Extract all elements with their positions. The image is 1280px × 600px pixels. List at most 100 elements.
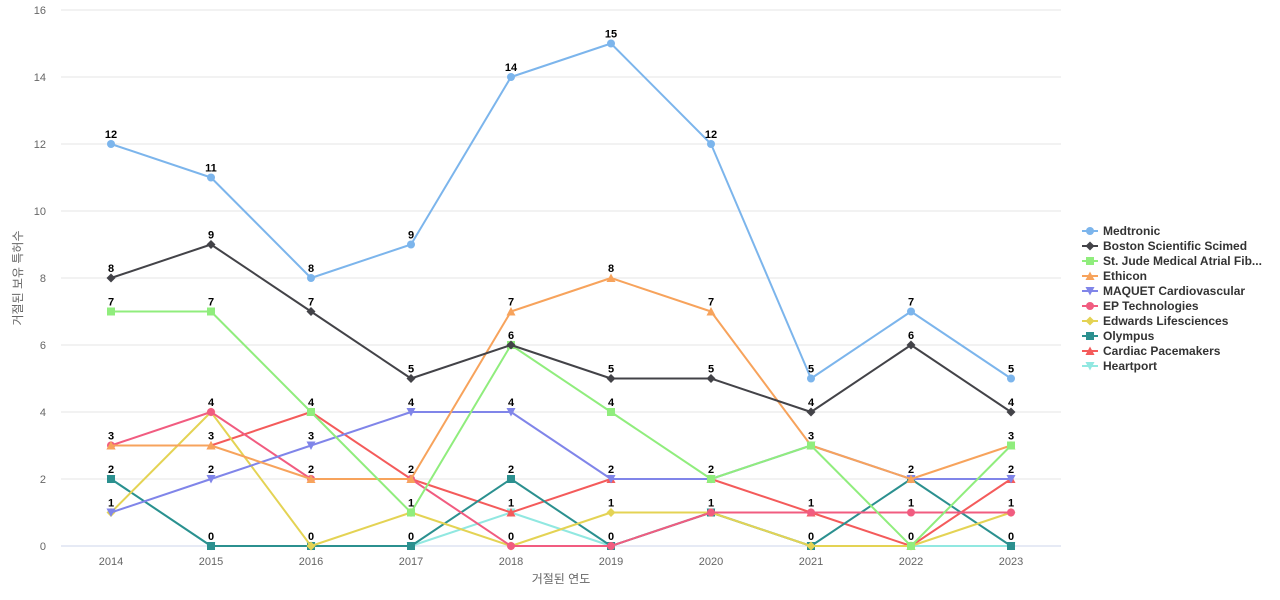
data-label: 5 <box>608 364 614 376</box>
data-point <box>306 474 316 483</box>
data-point <box>606 475 616 484</box>
legend-item[interactable]: Olympus <box>1082 329 1155 343</box>
data-label: 2 <box>708 464 714 476</box>
data-label: 7 <box>708 297 714 309</box>
data-label: 1 <box>108 498 114 510</box>
data-label: 12 <box>105 129 117 141</box>
legend-item[interactable]: Medtronic <box>1082 224 1161 238</box>
series-line <box>110 411 1012 514</box>
y-tick-label: 16 <box>34 5 46 17</box>
data-point <box>607 39 615 48</box>
legend-item[interactable]: Heartport <box>1082 359 1157 373</box>
data-label: 5 <box>808 364 814 376</box>
data-point <box>1007 374 1015 383</box>
data-point <box>207 307 215 316</box>
data-point <box>207 408 215 416</box>
data-label: 1 <box>708 498 714 510</box>
data-label: 7 <box>908 297 914 309</box>
legend-symbol <box>1085 362 1095 371</box>
legend-item[interactable]: EP Technologies <box>1082 299 1199 313</box>
data-label: 2 <box>1008 464 1014 476</box>
data-point <box>106 508 116 517</box>
legend-label: Edwards Lifesciences <box>1103 314 1229 328</box>
data-labels: 1287321119743208743209542101476421015854… <box>105 29 1015 544</box>
series-line <box>110 243 1012 413</box>
data-point <box>507 475 515 483</box>
legend-label: Heartport <box>1103 359 1157 373</box>
data-point <box>807 508 815 517</box>
legend-item[interactable]: Boston Scientific Scimed <box>1082 239 1247 253</box>
data-label: 1 <box>808 498 814 510</box>
legend-label: Medtronic <box>1103 224 1161 238</box>
data-label: 7 <box>108 297 114 309</box>
data-point <box>806 407 816 417</box>
data-label: 6 <box>508 330 514 342</box>
y-tick-label: 14 <box>34 72 46 84</box>
legend-item[interactable]: Cardiac Pacemakers <box>1082 344 1221 358</box>
data-point <box>907 508 915 517</box>
x-tick-label: 2023 <box>999 556 1023 568</box>
data-point <box>807 374 815 383</box>
x-tick-label: 2021 <box>799 556 823 568</box>
data-label: 4 <box>808 397 815 409</box>
axes: 거절된 연도 거절된 보유 특허수 <box>11 231 590 587</box>
x-tick-label: 2018 <box>499 556 523 568</box>
data-label: 0 <box>808 531 814 543</box>
data-point <box>707 508 715 517</box>
data-label: 2 <box>308 464 314 476</box>
data-label: 5 <box>1008 364 1014 376</box>
data-label: 2 <box>208 464 214 476</box>
legend-symbol <box>1086 257 1094 265</box>
data-label: 0 <box>508 531 514 543</box>
data-point <box>106 441 116 450</box>
data-label: 9 <box>208 230 214 242</box>
data-label: 4 <box>1008 397 1015 409</box>
data-point <box>406 474 416 483</box>
data-label: 0 <box>408 531 414 543</box>
data-label: 0 <box>308 531 314 543</box>
data-point <box>206 475 216 484</box>
y-tick-label: 4 <box>40 407 46 419</box>
data-point <box>306 441 316 450</box>
legend-item[interactable]: St. Jude Medical Atrial Fib... <box>1082 254 1262 268</box>
x-tick-label: 2014 <box>99 556 123 568</box>
data-label: 2 <box>108 464 114 476</box>
data-label: 0 <box>908 531 914 543</box>
data-label: 0 <box>608 531 614 543</box>
data-point <box>906 474 916 483</box>
data-point <box>507 73 515 81</box>
legend-label: St. Jude Medical Atrial Fib... <box>1103 254 1262 268</box>
legend-item[interactable]: Ethicon <box>1082 269 1147 283</box>
legend-symbol <box>1085 316 1095 326</box>
data-point <box>506 408 516 417</box>
data-point <box>407 240 415 249</box>
data-label: 4 <box>208 397 215 409</box>
data-label: 0 <box>1008 531 1014 543</box>
data-point <box>207 173 215 182</box>
y-tick-label: 12 <box>34 139 46 151</box>
legend-symbol <box>1085 346 1095 355</box>
series-group <box>106 39 1016 551</box>
data-point <box>706 307 716 316</box>
data-label: 2 <box>408 464 414 476</box>
data-point <box>907 542 915 550</box>
data-point <box>506 508 516 517</box>
series-0 <box>107 39 1015 383</box>
data-point <box>306 541 316 551</box>
series-line <box>110 310 1012 547</box>
series-line <box>110 411 1012 547</box>
data-label: 3 <box>208 431 214 443</box>
legend-symbol <box>1085 241 1095 251</box>
legend-item[interactable]: MAQUET Cardiovascular <box>1082 284 1245 298</box>
legend-symbol <box>1086 227 1094 235</box>
legend-label: Boston Scientific Scimed <box>1103 239 1247 253</box>
data-point <box>107 475 115 483</box>
legend-item[interactable]: Edwards Lifesciences <box>1082 314 1229 328</box>
data-point <box>707 140 715 148</box>
data-label: 12 <box>705 129 717 141</box>
y-tick-label: 10 <box>34 206 46 218</box>
